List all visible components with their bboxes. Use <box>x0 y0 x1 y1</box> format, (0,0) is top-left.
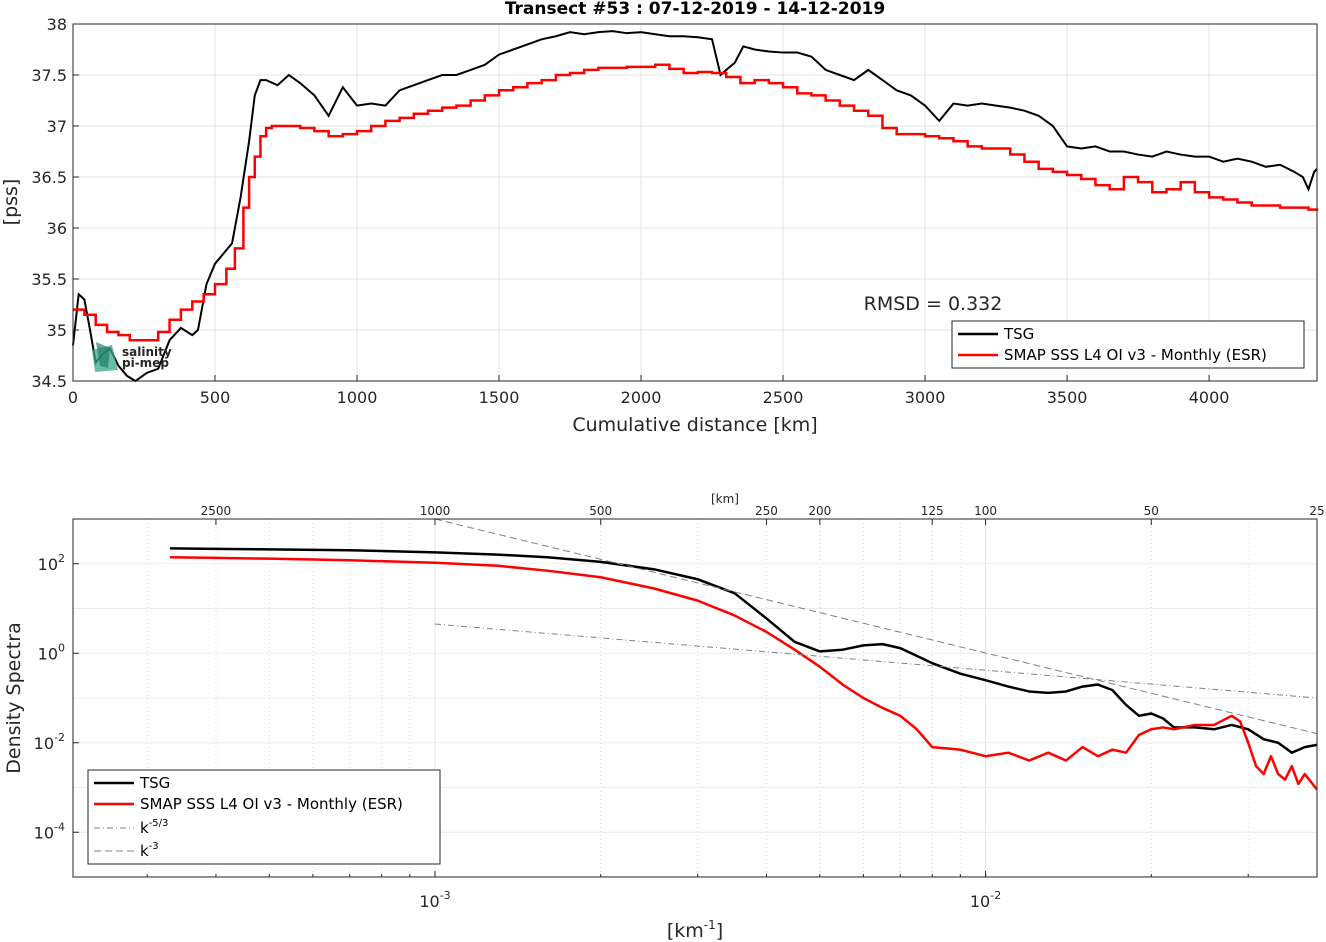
bottom-x-tick-exponent: -2 <box>990 889 1001 902</box>
bottom-top-tick-label: 500 <box>589 504 612 518</box>
bottom-top-tick-label: 250 <box>755 504 778 518</box>
bottom-y-tick-exponent: 0 <box>58 641 65 654</box>
rmsd-annotation: RMSD = 0.332 <box>864 293 1003 315</box>
bottom-legend-label-smap: SMAP SSS L4 OI v3 - Monthly (ESR) <box>140 795 403 813</box>
bottom-y-tick-exponent: -4 <box>54 820 65 833</box>
bottom-legend-label-k53: k-5/3 <box>140 818 168 837</box>
top-legend: TSG SMAP SSS L4 OI v3 - Monthly (ESR) <box>951 320 1305 369</box>
top-y-tick-label: 38 <box>47 15 67 34</box>
top-x-tick-label: 3000 <box>905 388 946 407</box>
bottom-y-tick-exponent: 2 <box>58 552 65 565</box>
bottom-y-tick-label: 10-4 <box>34 820 65 842</box>
bottom-y-tick-exponent: -2 <box>54 731 65 744</box>
top-chart-title: Transect #53 : 07-12-2019 - 14-12-2019 <box>505 0 885 19</box>
bottom-series-smap-line <box>169 555 1317 791</box>
bottom-y-tick-label: 102 <box>38 552 65 574</box>
bottom-y-tick-base: 10 <box>38 644 58 663</box>
bottom-y-tick-base: 10 <box>38 555 58 574</box>
top-x-tick-label: 3500 <box>1047 388 1088 407</box>
top-legend-label-smap: SMAP SSS L4 OI v3 - Monthly (ESR) <box>1004 346 1267 364</box>
bottom-top-tick-label: 50 <box>1144 504 1159 518</box>
top-y-tick-label: 36.5 <box>31 168 67 187</box>
top-y-tick-label: 35 <box>47 321 67 340</box>
top-x-tick-label: 0 <box>68 388 78 407</box>
top-y-tick-label: 35.5 <box>31 270 67 289</box>
bottom-legend: TSG SMAP SSS L4 OI v3 - Monthly (ESR) k-… <box>87 769 441 865</box>
top-y-tick-label: 37 <box>47 117 67 136</box>
top-y-axis-label: [pss] <box>0 179 22 226</box>
top-y-tick-label: 37.5 <box>31 66 67 85</box>
bottom-y-tick-label: 10-2 <box>34 731 65 753</box>
top-x-tick-label: 1000 <box>337 388 378 407</box>
top-axis-ticks: 0 500 1000 1500 2000 2500 3000 3500 4000 34.5 35 35… <box>31 15 1229 407</box>
bottom-top-tick-label: 100 <box>974 504 997 518</box>
top-plot-frame <box>72 23 1318 382</box>
bottom-y-tick-base: 10 <box>34 823 54 842</box>
bottom-top-tick-label: 25 <box>1309 504 1324 518</box>
logo-text-salinity: salinity <box>122 345 172 359</box>
bottom-series-k3-line <box>434 519 1317 735</box>
top-axis-unit-label: [km] <box>711 492 739 506</box>
bottom-top-tick-label: 200 <box>808 504 831 518</box>
bottom-top-tick-label: 125 <box>921 504 944 518</box>
bottom-y-tick-label: 100 <box>38 641 65 663</box>
top-series-smap-line <box>73 63 1319 342</box>
bottom-series-tsg-line <box>169 547 1317 754</box>
bottom-x-tick-label: 10-2 <box>970 889 1001 911</box>
bottom-legend-label-tsg: TSG <box>139 774 170 792</box>
top-series-lines <box>72 30 1319 383</box>
bottom-series-lines <box>169 519 1317 791</box>
top-series-tsg-line <box>72 30 1318 383</box>
top-panel: Transect #53 : 07-12-2019 - 14-12-2019 0… <box>0 0 1319 436</box>
top-x-tick-label: 2500 <box>763 388 804 407</box>
top-x-tick-label: 500 <box>200 388 231 407</box>
top-legend-label-tsg: TSG <box>1003 325 1034 343</box>
bottom-series-k53-line <box>434 623 1317 699</box>
top-x-tick-label: 2000 <box>621 388 662 407</box>
bottom-top-tick-label: 1000 <box>420 504 451 518</box>
salinity-pi-mep-logo: salinity pi-mep <box>92 342 172 372</box>
bottom-x-axis-label: [km-1] <box>667 918 723 942</box>
bottom-y-axis-label: Density Spectra <box>3 622 25 773</box>
bottom-x-tick-label: 10-3 <box>419 889 450 911</box>
top-x-axis-label: Cumulative distance [km] <box>572 414 817 436</box>
logo-text-pi-mep: pi-mep <box>122 356 169 370</box>
bottom-x-tick-base: 10 <box>419 892 439 911</box>
logo-mark-inner <box>96 342 110 368</box>
bottom-legend-box <box>87 769 441 865</box>
top-x-tick-label: 4000 <box>1189 388 1230 407</box>
bottom-legend-label-k3: k-3 <box>140 841 159 860</box>
top-y-tick-label: 34.5 <box>31 372 67 391</box>
bottom-top-tick-label: 2500 <box>201 504 232 518</box>
bottom-y-tick-base: 10 <box>34 734 54 753</box>
top-legend-box <box>951 320 1305 369</box>
bottom-x-tick-base: 10 <box>970 892 990 911</box>
top-y-tick-label: 36 <box>47 219 67 238</box>
bottom-x-tick-exponent: -3 <box>440 889 451 902</box>
bottom-plot-frame <box>72 518 1318 878</box>
top-x-tick-label: 1500 <box>479 388 520 407</box>
